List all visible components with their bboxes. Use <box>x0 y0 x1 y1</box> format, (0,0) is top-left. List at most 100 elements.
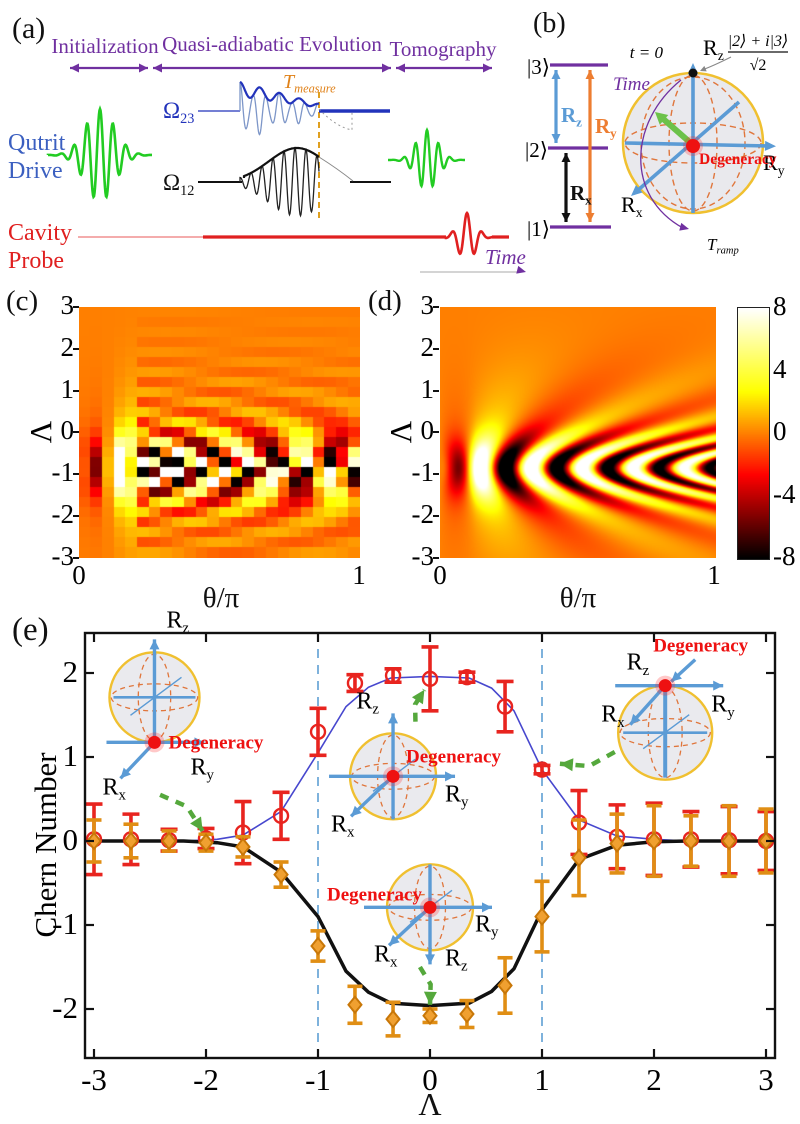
t-measure-label: Tmeasure <box>283 71 336 95</box>
panel-a-pulse-sequence: Initialization Quasi-adiabatic Evolution T… <box>8 32 526 274</box>
omega23-label: Ω23 <box>163 98 194 127</box>
inset-degeneracy-label: Degeneracy <box>406 746 501 767</box>
panel-d-ytickmark <box>433 557 439 559</box>
level-1-label: |1⟩ <box>527 217 550 241</box>
data-point-circle <box>458 668 476 686</box>
panel-b-level-diagram-bloch-sphere: |3⟩ |2⟩ |1⟩ Rz Ry Rx Rz Ry Rx Degeneracy t = 0 |2⟩ … <box>525 33 788 257</box>
level-3-label: |3⟩ <box>527 55 550 79</box>
data-point-diamond <box>161 831 177 851</box>
phase-evolution: Quasi-adiabatic Evolution <box>162 32 382 56</box>
inset-ry-label: Ry <box>445 781 469 810</box>
panel-c-ytick: 1 <box>60 374 75 404</box>
cavity-label: Cavity <box>8 220 72 246</box>
omega12-waveform <box>239 146 320 218</box>
level-diagram: |3⟩ |2⟩ |1⟩ Rz Ry Rx <box>525 55 617 241</box>
qutrit-init-pulse <box>46 105 152 200</box>
data-point-circle <box>533 761 551 778</box>
qutrit-tomography-pulse <box>388 127 465 189</box>
sphere-ry-label: Ry <box>763 150 785 178</box>
panel-d-ytick: 2 <box>420 332 435 362</box>
omega12-envelope <box>242 146 320 178</box>
panel-c-ytickmark <box>73 557 79 559</box>
panel-d-ytickmark <box>433 306 439 308</box>
sphere-rx-label: Rx <box>621 192 643 220</box>
data-point-diamond <box>497 975 513 996</box>
panel-c-ytick: -1 <box>51 457 75 487</box>
panel-e-xlabel: Λ <box>418 1086 442 1122</box>
t-ramp-label: Tramp <box>707 235 739 257</box>
bloch-sphere: Rz Ry Rx Degeneracy t = 0 |2⟩ + i|3⟩ √2 Time Tra… <box>613 33 788 257</box>
panel-c-ytickmark <box>73 515 79 517</box>
initial-state-fraction: |2⟩ + i|3⟩ √2 <box>728 33 789 74</box>
time-label-a: Time <box>485 245 526 269</box>
drive-label: Drive <box>8 158 63 184</box>
data-point-diamond <box>123 831 139 851</box>
data-point-diamond <box>459 1004 475 1024</box>
qutrit-label: Qutrit <box>8 130 66 156</box>
panel-d-ytick: -1 <box>411 457 435 487</box>
sphere-rz-label: Rz <box>703 35 724 63</box>
inset-rz-label: Rz <box>627 650 650 679</box>
series-lower-band <box>86 803 774 1038</box>
panel-e-xtick: 3 <box>758 1062 774 1097</box>
inset-rz-label: Rz <box>356 688 379 717</box>
colorbar-tick: 4 <box>773 354 787 384</box>
data-point-circle <box>496 698 514 715</box>
panel-c-ytickmark <box>73 306 79 308</box>
panel-d-label: (d) <box>368 285 402 317</box>
data-point-circle <box>421 670 439 688</box>
panel-e-xtick: -3 <box>81 1062 107 1097</box>
inset-ry-label: Ry <box>190 754 214 783</box>
time-label-b: Time <box>613 74 650 95</box>
data-point-diamond <box>646 831 662 851</box>
panel-e-xtick: 2 <box>646 1062 662 1097</box>
data-point-diamond <box>347 995 363 1015</box>
panel-d-ytickmark <box>433 390 439 392</box>
panel-d-ytickmark <box>433 515 439 517</box>
phase-annotations: Initialization Quasi-adiabatic Evolution T… <box>51 32 497 73</box>
rz-transition-label: Rz <box>561 103 582 130</box>
phase-tomography: Tomography <box>389 37 497 61</box>
degeneracy-dot <box>686 139 700 153</box>
omega23-envelope <box>239 80 320 108</box>
heatmap-d <box>440 307 716 558</box>
inset-degeneracy-label: Degeneracy <box>327 884 422 905</box>
panel-d-xlabel: θ/π <box>559 582 597 614</box>
initial-state-dot <box>688 68 698 78</box>
data-point-circle <box>272 807 290 825</box>
panel-c-ytickmark <box>73 431 79 433</box>
degeneracy-dot <box>147 735 161 749</box>
data-point-circle <box>384 667 402 684</box>
panel-c-ytickmark <box>73 473 79 475</box>
svg-text:√2: √2 <box>750 57 767 74</box>
panel-b-label: (b) <box>533 8 566 39</box>
panel-c-xtick: 0 <box>72 560 86 590</box>
colorbar-tick: -8 <box>773 541 796 571</box>
colorbar-tick: 0 <box>773 416 787 446</box>
data-point-circle <box>346 674 364 692</box>
panel-c-ytick: -3 <box>51 541 75 571</box>
panel-d-ytick: 3 <box>420 290 435 320</box>
degeneracy-dot <box>658 679 672 693</box>
heatmap-c <box>79 307 360 558</box>
panel-e-ytick: 1 <box>62 738 79 773</box>
inset-bloch-sphere-north-pole: Rz Ry Rx Degeneracy <box>601 636 749 781</box>
panel-c-xlabel: θ/π <box>202 582 240 614</box>
data-point-diamond <box>422 1006 438 1026</box>
inset-degeneracy-label: Degeneracy <box>168 732 263 753</box>
data-point-diamond <box>310 936 326 956</box>
panel-d-ytick: 0 <box>420 415 435 445</box>
inset-rx-label: Rx <box>374 941 398 970</box>
data-point-diamond <box>609 833 625 854</box>
level-2-label: |2⟩ <box>525 138 548 162</box>
panel-d-ytick: 1 <box>420 374 435 404</box>
data-point-diamond <box>571 848 587 868</box>
panel-e-xtick: 1 <box>534 1062 550 1097</box>
degeneracy-dot <box>386 769 400 783</box>
panel-d-ytickmark <box>433 431 439 433</box>
panel-e-label: (e) <box>12 612 49 648</box>
data-point-diamond <box>534 907 550 927</box>
svg-text:|2⟩ + i|3⟩: |2⟩ + i|3⟩ <box>728 33 789 50</box>
panel-d-xtick: 0 <box>433 560 447 590</box>
